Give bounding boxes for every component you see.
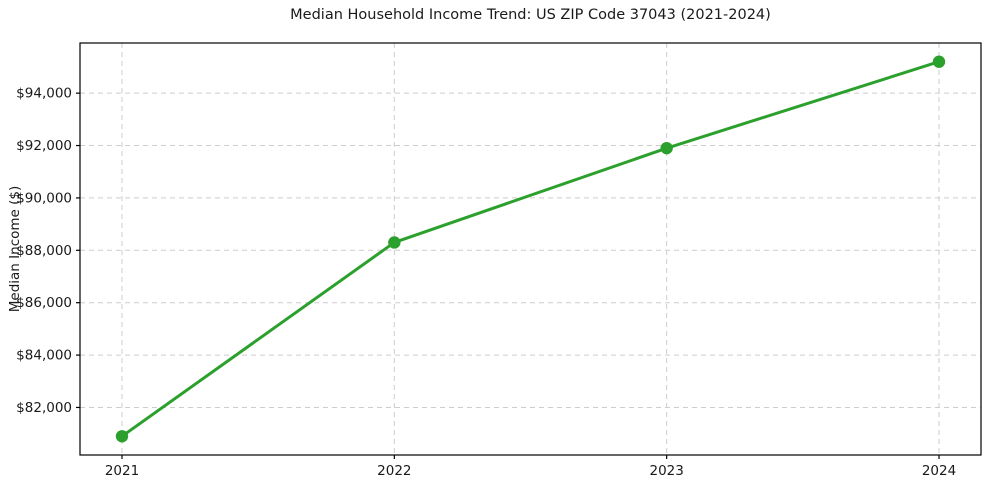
y-tick-label: $90,000 [16, 190, 72, 206]
x-tick-label: 2021 [105, 463, 139, 479]
data-point-2022 [388, 236, 401, 249]
y-tick-label: $84,000 [16, 348, 72, 364]
trend-line [120, 60, 941, 438]
x-tick-label: 2024 [922, 463, 956, 479]
chart-title: Median Household Income Trend: US ZIP Co… [290, 7, 771, 23]
y-tick-label: $94,000 [16, 86, 72, 102]
data-point-2021 [115, 430, 129, 443]
x-tick-label: 2023 [649, 463, 683, 479]
y-tick-label: $88,000 [16, 243, 72, 259]
data-point-2024 [932, 55, 946, 68]
data-point-2023 [660, 141, 673, 155]
x-tick-label: 2022 [377, 463, 411, 479]
y-tick-label: $92,000 [16, 138, 72, 154]
axes-spines [79, 42, 982, 456]
y-tick-label: $86,000 [16, 295, 72, 311]
y-tick-label: $82,000 [16, 400, 72, 416]
